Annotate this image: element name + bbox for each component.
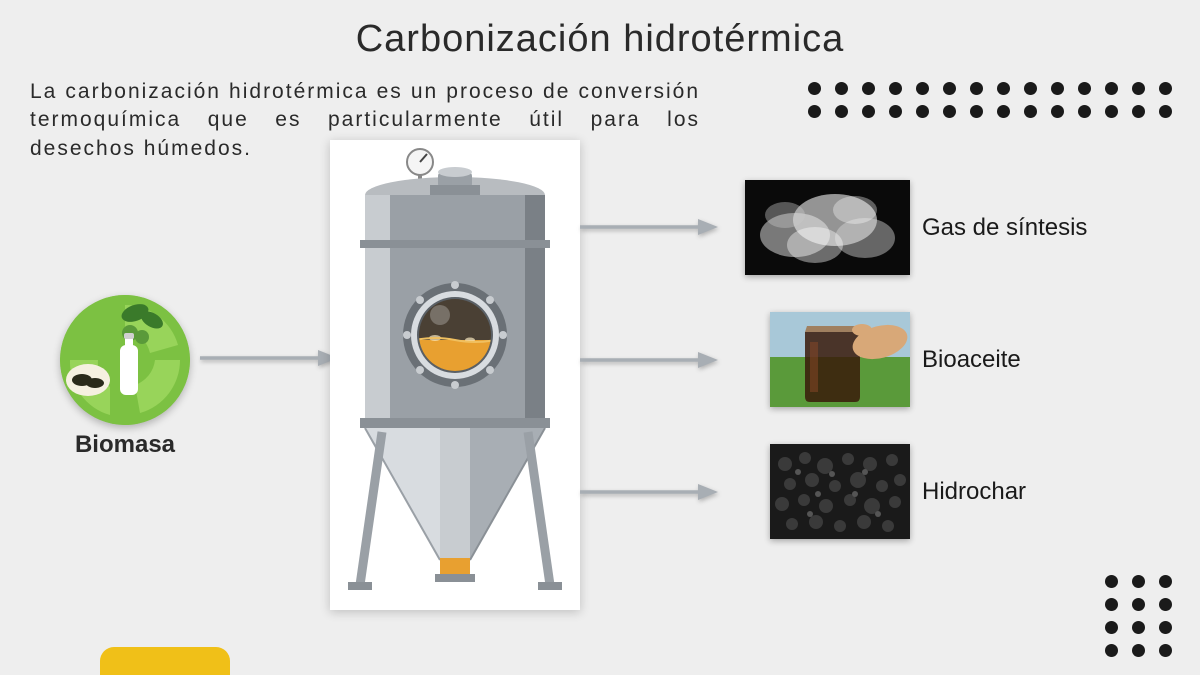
hydrochar-image — [770, 444, 910, 539]
arrow-output-3 — [580, 480, 720, 504]
decor-dots-top — [808, 82, 1172, 118]
reactor-vessel — [330, 140, 580, 610]
input-biomass: Biomasa — [60, 295, 190, 459]
output-syngas: Gas de síntesis — [745, 180, 1087, 275]
output-label: Hidrochar — [922, 478, 1026, 506]
decor-yellow-block — [100, 647, 230, 675]
biomass-icon — [60, 295, 190, 425]
page-title: Carbonización hidrotérmica — [0, 0, 1200, 61]
input-label: Biomasa — [60, 431, 190, 459]
output-hydrochar: Hidrochar — [770, 444, 1026, 539]
arrow-output-1 — [580, 215, 720, 239]
output-label: Bioaceite — [922, 346, 1021, 374]
output-biooil: Bioaceite — [770, 312, 1021, 407]
arrow-output-2 — [580, 348, 720, 372]
output-label: Gas de síntesis — [922, 214, 1087, 242]
syngas-image — [745, 180, 910, 275]
process-diagram: Biomasa — [0, 160, 1200, 640]
arrow-input — [200, 346, 340, 370]
biooil-image — [770, 312, 910, 407]
